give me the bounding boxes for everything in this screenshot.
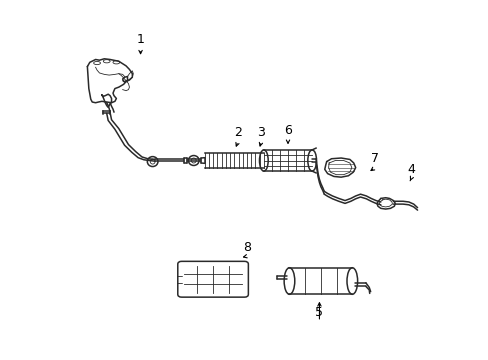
Ellipse shape <box>147 157 158 167</box>
Text: 1: 1 <box>136 33 144 46</box>
Text: 8: 8 <box>243 241 250 254</box>
Text: 5: 5 <box>315 306 323 319</box>
Ellipse shape <box>188 156 199 166</box>
Text: 3: 3 <box>257 126 265 139</box>
Text: 4: 4 <box>407 163 414 176</box>
Ellipse shape <box>307 150 316 171</box>
FancyBboxPatch shape <box>178 261 248 297</box>
Text: 2: 2 <box>234 126 242 139</box>
Ellipse shape <box>259 150 267 171</box>
Text: 6: 6 <box>284 124 291 137</box>
Ellipse shape <box>284 268 294 294</box>
Ellipse shape <box>346 268 357 294</box>
Text: 7: 7 <box>370 152 378 165</box>
